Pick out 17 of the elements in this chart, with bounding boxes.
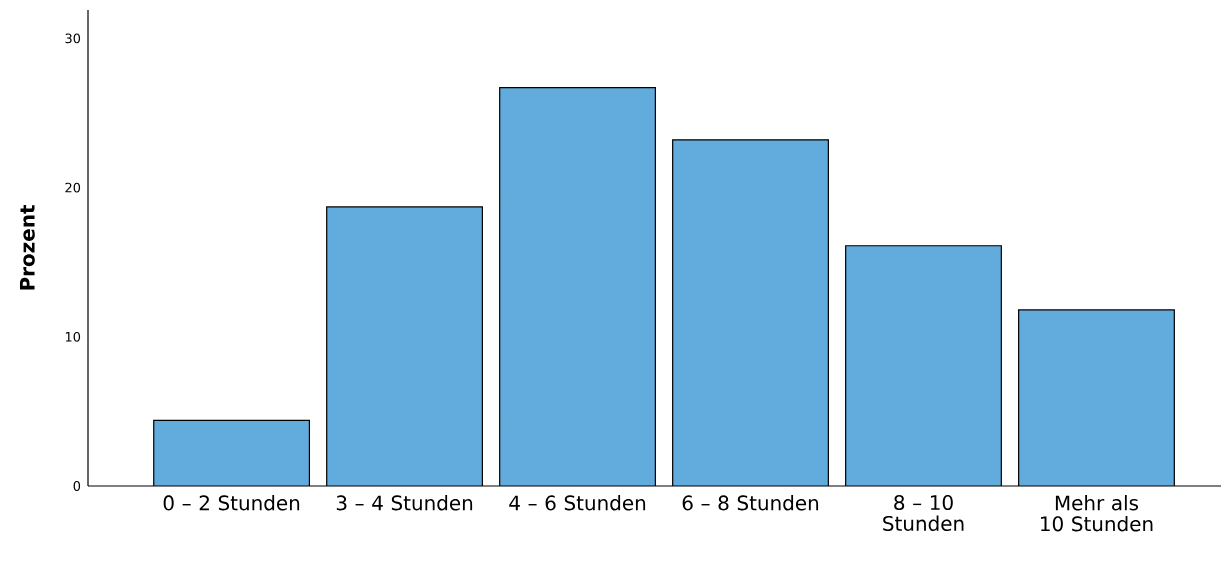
x-tick-label: 3 – 4 Stunden (336, 495, 473, 511)
y-axis-title: Prozent (19, 205, 35, 290)
bar (499, 87, 656, 486)
bar (326, 206, 483, 486)
x-tick-label: 4 – 6 Stunden (509, 495, 646, 511)
y-tick-label: 0 (73, 481, 81, 491)
x-tick-label: 6 – 8 Stunden (682, 495, 819, 511)
x-tick-label: 8 – 10 Stunden (883, 495, 964, 532)
bar (845, 245, 1002, 486)
bar (672, 139, 829, 486)
y-tick-label: 10 (65, 331, 81, 342)
x-tick-label: 0 – 2 Stunden (163, 495, 300, 511)
bar (153, 420, 310, 486)
x-tick-label: Mehr als 10 Stunden (1041, 495, 1153, 532)
y-tick-label: 20 (65, 182, 81, 193)
y-tick-label: 30 (65, 33, 81, 44)
bar (1018, 309, 1175, 486)
